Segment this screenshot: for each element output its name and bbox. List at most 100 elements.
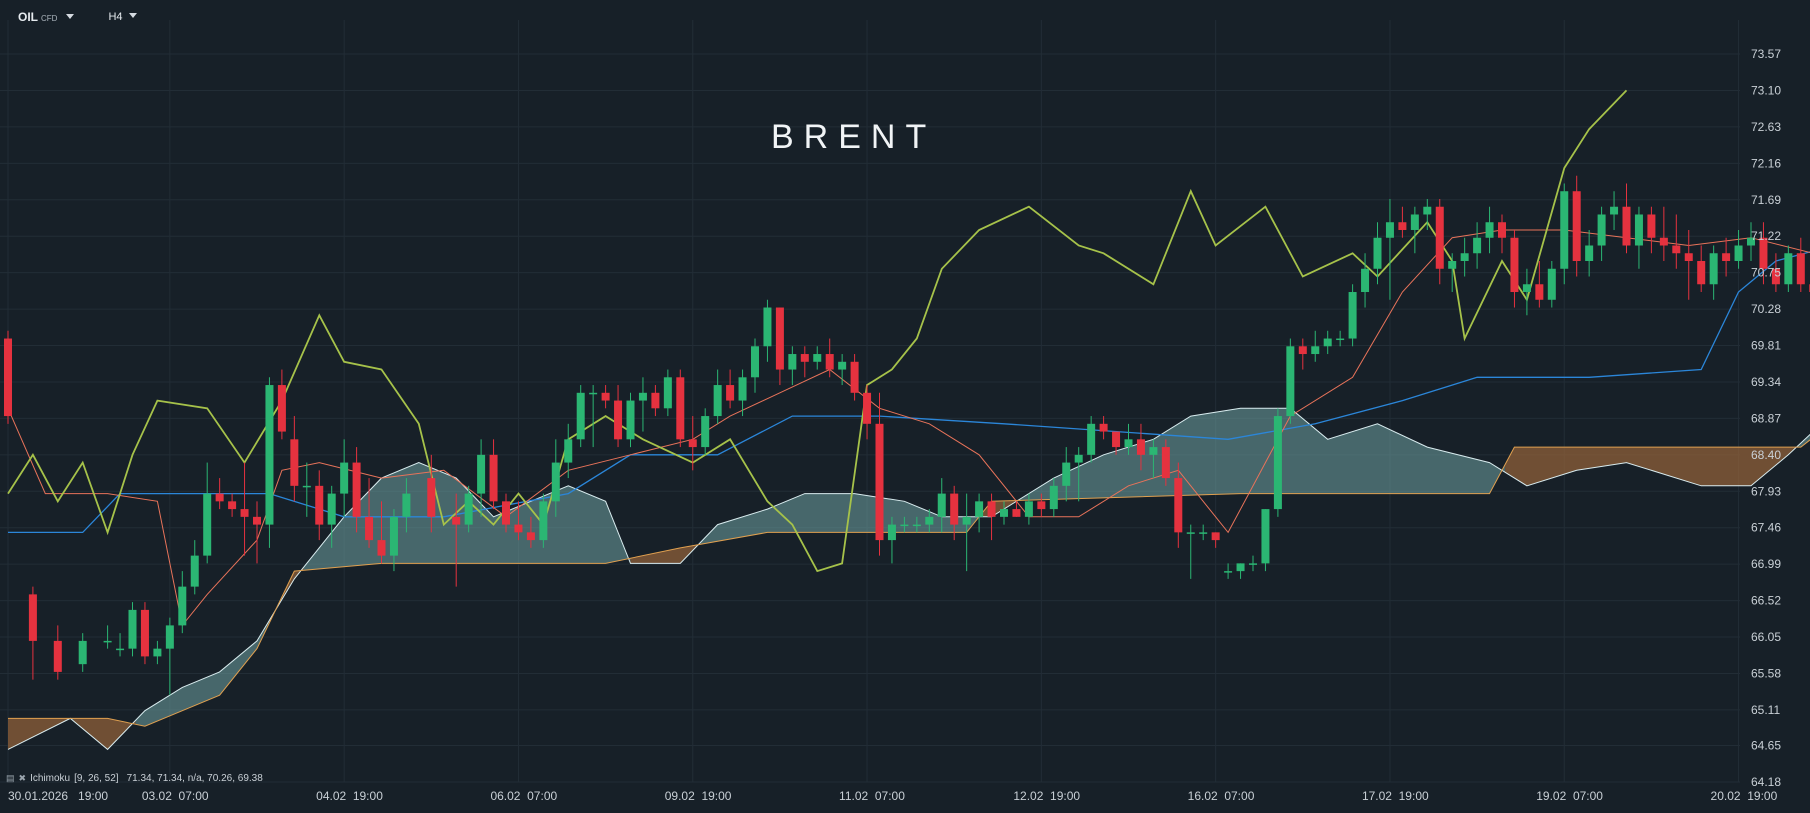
x-tick-label: 03.02 07:00 [142, 789, 209, 803]
symbol-type: CFD [41, 14, 58, 23]
candle-bullish [116, 648, 125, 651]
candle-bullish [1149, 447, 1158, 455]
y-tick-label: 67.93 [1751, 484, 1781, 498]
candle-bearish [1535, 284, 1544, 300]
settings-icon[interactable]: ▤ [6, 773, 15, 783]
candle-bearish [253, 516, 261, 525]
symbol-selector[interactable]: OIL CFD [18, 10, 75, 24]
candle-bearish [365, 516, 374, 541]
candle-bullish [389, 516, 398, 556]
y-tick-label: 65.58 [1751, 666, 1781, 680]
indicator-legend: ▤ ✖ Ichimoku [9, 26, 52] 71.34, 71.34, n… [6, 773, 263, 784]
chevron-down-icon [128, 12, 137, 18]
timeframe-label: H4 [108, 11, 123, 23]
y-tick-label: 71.69 [1751, 193, 1781, 207]
candle-bullish [1560, 191, 1569, 269]
y-tick-label: 70.75 [1751, 266, 1781, 280]
indicator-params: [9, 26, 52] [74, 773, 119, 784]
candle-bullish [178, 586, 187, 626]
candle-bullish [1448, 261, 1457, 269]
candle-bullish [1224, 571, 1233, 573]
candle-bearish [651, 392, 660, 409]
candle-bullish [1734, 245, 1743, 262]
candle-bearish [240, 509, 249, 517]
candle-bullish [551, 462, 560, 502]
y-tick-label: 68.87 [1751, 411, 1781, 425]
candle-bullish [78, 640, 87, 665]
y-tick-label: 68.40 [1751, 448, 1781, 462]
candle-bearish [526, 532, 535, 541]
candle-bearish [875, 423, 884, 541]
candle-bearish [825, 354, 834, 370]
kumo-cloud-bearish [73, 718, 136, 750]
candle-bullish [1610, 206, 1619, 215]
candle-bullish [838, 361, 847, 370]
candle-bullish [1385, 222, 1394, 238]
chart-title: BRENT [771, 118, 937, 156]
candle-bearish [1037, 501, 1046, 510]
candle-bullish [103, 640, 112, 643]
candle-bearish [1672, 245, 1681, 254]
timeframe-selector[interactable]: H4 [108, 11, 137, 23]
candle-bullish [1597, 214, 1606, 246]
candle-bullish [1024, 501, 1033, 517]
candle-bearish [688, 439, 697, 448]
chevron-down-icon [66, 14, 75, 19]
candle-bullish [203, 493, 212, 556]
candle-bullish [1261, 509, 1270, 564]
candle-bearish [863, 392, 872, 424]
candle-bearish [215, 493, 224, 502]
y-tick-label: 65.11 [1751, 703, 1780, 717]
candle-bullish [1000, 509, 1008, 517]
candle-bullish [1485, 222, 1494, 238]
candle-bullish [1348, 292, 1357, 339]
candle-bullish [701, 416, 710, 448]
candle-bullish [190, 555, 199, 587]
candle-bearish [1510, 237, 1519, 293]
candle-bullish [763, 307, 772, 347]
candle-bullish [340, 462, 349, 494]
indicator-name: Ichimoku [30, 773, 71, 784]
candle-bullish [564, 439, 573, 463]
candle-bullish [1236, 563, 1245, 572]
candle-bullish [1124, 439, 1133, 448]
candle-bullish [1286, 346, 1295, 417]
candle-bearish [1161, 447, 1170, 479]
y-tick-label: 71.22 [1751, 229, 1781, 243]
candle-bearish [1498, 222, 1506, 238]
candle-bullish [937, 493, 946, 517]
candle-bullish [539, 501, 548, 541]
close-icon[interactable]: ✖ [18, 773, 27, 783]
candle-bullish [887, 524, 896, 541]
x-tick-label: 16.02 07:00 [1188, 789, 1255, 803]
kumo-cloud-bearish [630, 544, 699, 564]
x-tick-label: 09.02 19:00 [665, 789, 732, 803]
candle-bearish [775, 307, 784, 370]
candle-bullish [265, 385, 274, 525]
candle-bullish [626, 400, 635, 440]
x-tick-label: 06.02 07:00 [490, 789, 557, 803]
candle-bearish [1398, 222, 1407, 230]
candle-bearish [1697, 261, 1706, 285]
candle-bearish [1099, 423, 1108, 432]
candle-bearish [489, 454, 498, 502]
candle-bullish [1709, 253, 1718, 285]
candle-bullish [713, 385, 722, 417]
candle-bearish [850, 361, 859, 393]
candle-bearish [452, 516, 461, 525]
kumo-cloud-bullish [135, 603, 279, 727]
candle-bullish [1747, 237, 1755, 246]
candle-bearish [726, 385, 735, 401]
candle-bullish [1361, 268, 1370, 293]
candle-bullish [1273, 416, 1282, 510]
candle-bearish [1796, 253, 1805, 285]
candle-bearish [514, 524, 523, 533]
candle-bullish [912, 524, 921, 527]
candle-bearish [987, 501, 996, 517]
kumo-cloud-bullish [1797, 434, 1810, 448]
candle-bearish [1659, 237, 1668, 246]
chikou-span-line [7, 89, 1628, 573]
candle-bullish [128, 609, 137, 649]
